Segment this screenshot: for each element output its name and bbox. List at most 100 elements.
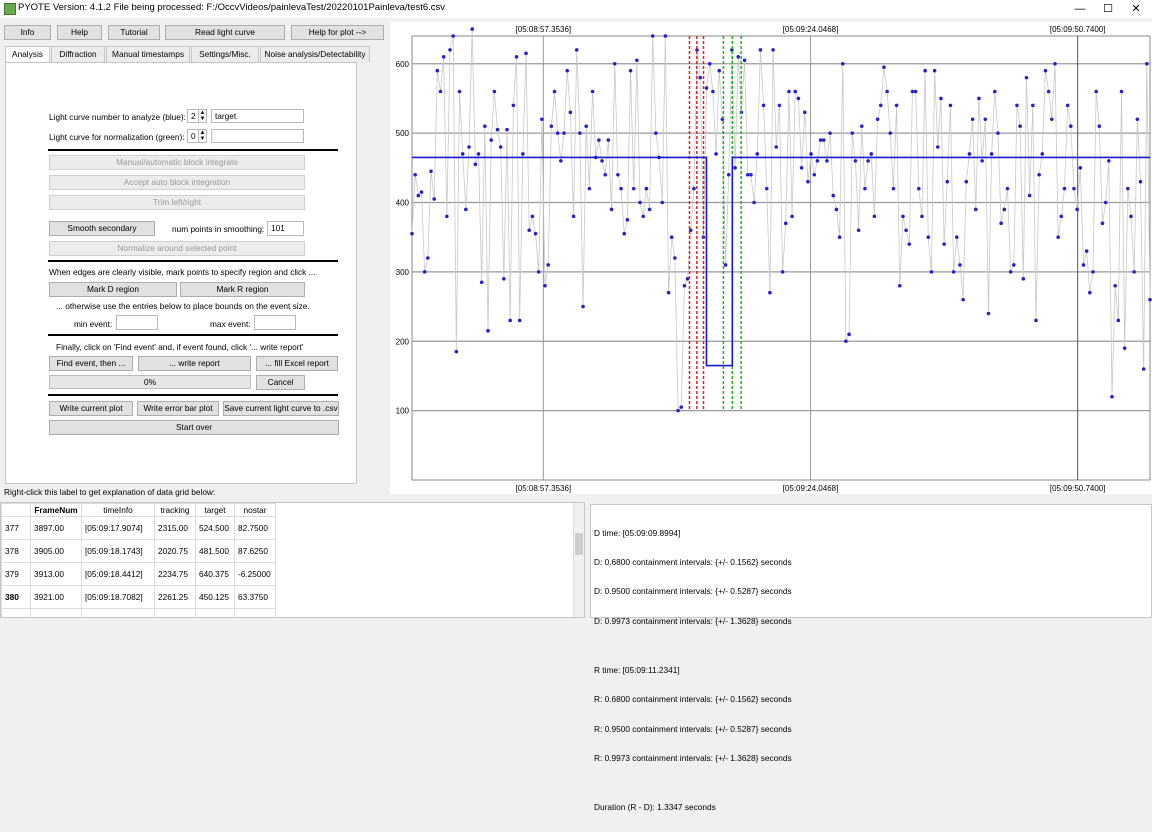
write-current-plot-button[interactable]: Write current plot [49,401,133,416]
data-point[interactable] [967,152,972,156]
scrollbar-thumb[interactable] [575,533,583,555]
data-point[interactable] [799,166,804,170]
data-point[interactable] [761,103,766,108]
table-cell[interactable]: 3897.00 [30,516,82,540]
data-point[interactable] [562,131,566,135]
data-point[interactable] [1084,249,1089,253]
data-point[interactable] [951,270,956,274]
data-point[interactable] [736,55,741,59]
data-point[interactable] [749,172,753,177]
data-point[interactable] [834,207,839,212]
data-point[interactable] [559,159,563,163]
data-point[interactable] [1078,166,1083,170]
data-point[interactable] [866,159,870,163]
start-over-button[interactable]: Start over [49,420,339,435]
data-point[interactable] [837,235,842,239]
data-point[interactable] [901,214,905,219]
data-point[interactable] [663,34,668,38]
data-point[interactable] [1024,75,1029,80]
data-point[interactable] [549,124,554,128]
data-point[interactable] [416,193,421,198]
data-point[interactable] [745,172,750,177]
data-point[interactable] [1075,207,1079,212]
data-point[interactable] [882,65,886,70]
data-point[interactable] [1100,221,1105,226]
table-cell[interactable]: 2261.25 [154,585,196,609]
data-point[interactable] [986,311,991,316]
table-cell[interactable]: 63.3750 [234,585,276,609]
data-point[interactable] [777,103,782,108]
data-point[interactable] [1119,89,1124,94]
data-point[interactable] [1103,200,1108,205]
data-point[interactable] [555,131,560,135]
data-point[interactable] [818,138,823,142]
data-point[interactable] [438,89,443,94]
data-point[interactable] [945,179,950,184]
data-point[interactable] [460,152,465,156]
table-cell[interactable]: 87.6250 [234,539,276,563]
norm-name-field[interactable] [211,129,304,143]
data-point[interactable] [641,214,646,219]
data-grid-hint[interactable]: Right-click this label to get explanatio… [4,487,216,497]
minimize-button[interactable]: — [1074,3,1086,15]
trim-button[interactable]: Trim left/right [49,195,305,210]
data-point[interactable] [654,131,658,135]
data-point[interactable] [521,152,525,156]
data-point[interactable] [473,162,478,167]
data-point[interactable] [859,124,864,128]
data-point[interactable] [1046,89,1051,94]
data-point[interactable] [622,231,627,236]
data-point[interactable] [828,131,832,135]
data-point[interactable] [1043,68,1048,73]
data-point[interactable] [692,186,696,191]
column-header[interactable]: tracking [154,503,196,517]
data-point[interactable] [581,304,585,309]
help-button[interactable]: Help [57,25,102,40]
data-point[interactable] [616,172,620,177]
curve-name-field[interactable]: target [211,109,304,123]
data-point[interactable] [935,145,940,149]
data-point[interactable] [932,68,937,73]
data-point[interactable] [625,218,630,222]
data-point[interactable] [973,207,978,212]
data-point[interactable] [913,89,918,94]
data-point[interactable] [1091,270,1095,274]
data-point[interactable] [894,103,899,108]
data-point[interactable] [514,55,519,59]
data-point[interactable] [441,55,446,59]
data-point[interactable] [847,332,851,337]
column-header[interactable]: nostar [234,503,276,517]
table-cell[interactable]: 640.375 [195,562,235,586]
data-point[interactable] [413,172,417,177]
plot-svg[interactable]: 100 200 300 400 500 600 [05:08:57.3536] [05:08:… [390,22,1152,494]
data-point[interactable] [540,117,544,122]
data-point[interactable] [638,200,642,205]
data-point[interactable] [904,228,908,233]
data-point[interactable] [774,145,779,149]
data-point[interactable] [495,127,500,132]
data-point[interactable] [584,124,589,128]
data-point[interactable] [1015,103,1019,108]
data-point[interactable] [942,242,946,246]
data-point[interactable] [853,159,858,163]
data-point[interactable] [1141,367,1146,371]
data-point[interactable] [888,131,893,135]
data-point[interactable] [502,277,506,281]
data-point[interactable] [796,96,801,101]
table-row[interactable]: 379 3913.00 [05:09:18.4412] 2234.75 640.… [1,562,276,586]
data-point[interactable] [1018,124,1022,128]
data-point[interactable] [1056,235,1060,239]
table-row[interactable]: 377 3897.00 [05:09:17.9074] 2315.00 524.… [1,516,276,540]
tab-manual-timestamps[interactable]: Manual timestamps [106,46,190,62]
data-point[interactable] [1072,186,1076,191]
table-cell[interactable]: 2234.75 [154,562,196,586]
column-header[interactable]: FrameNum [30,503,82,517]
data-point[interactable] [989,152,994,156]
data-point[interactable] [907,242,912,246]
data-point[interactable] [723,263,728,267]
data-point[interactable] [1145,61,1149,66]
data-point[interactable] [1031,103,1035,108]
tutorial-button[interactable]: Tutorial [108,25,160,40]
data-point[interactable] [885,89,889,94]
data-point[interactable] [533,231,538,236]
